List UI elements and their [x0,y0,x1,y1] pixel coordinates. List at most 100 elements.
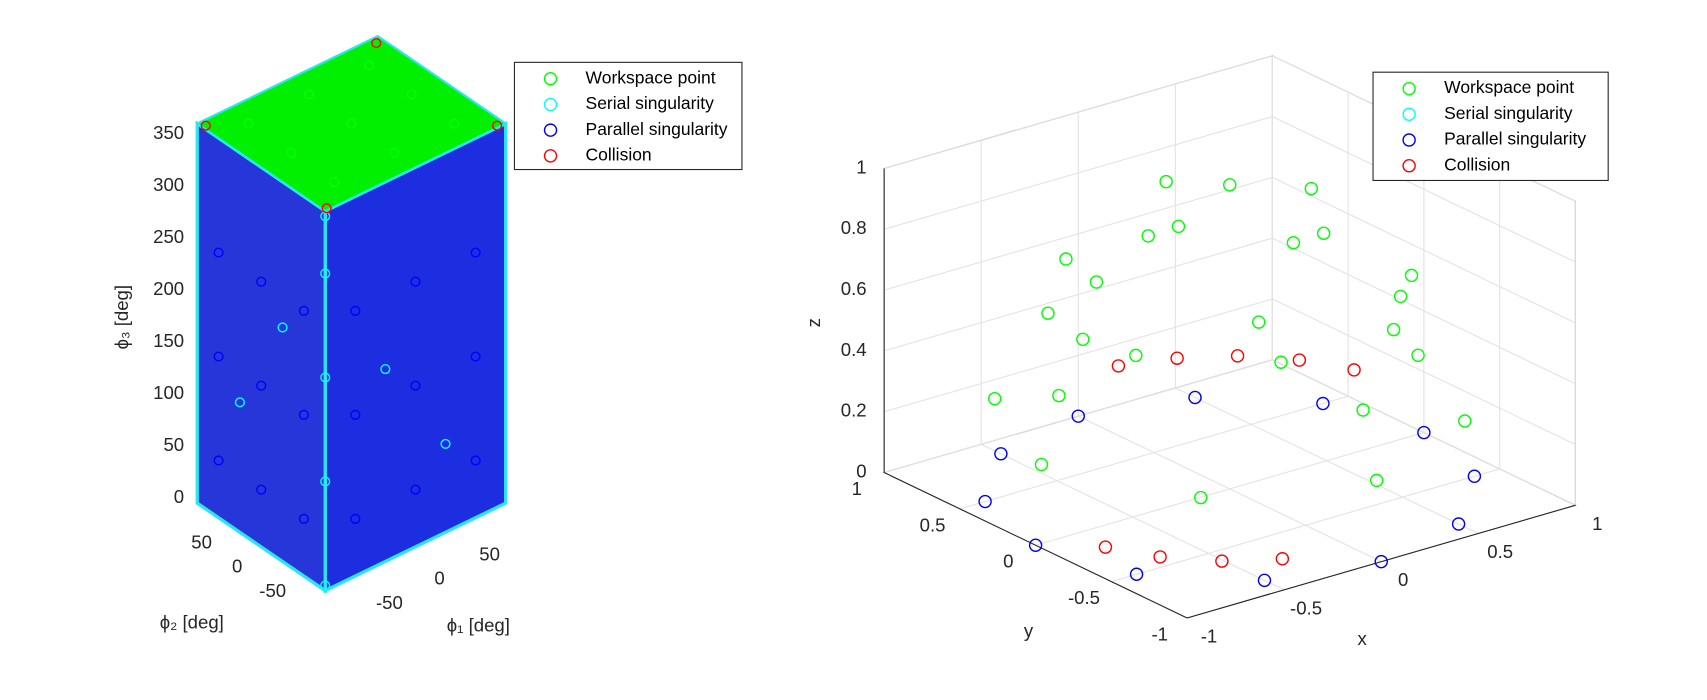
data-point [1451,517,1466,531]
z-tick-label: 0.8 [841,217,867,238]
data-point [1170,351,1184,365]
data-point [1089,275,1104,289]
z-tick-label: 50 [163,434,184,455]
x-tick-label: 0 [1398,569,1408,590]
grid-line [883,116,1273,230]
legend-label: Serial singularity [586,93,715,113]
legend-marker [1402,107,1416,122]
data-point [243,118,254,129]
axis-label: z [803,318,824,327]
data-point [1028,538,1043,552]
data-point [320,580,331,591]
y-tick-label: -0.5 [1068,587,1100,608]
data-point [320,372,331,383]
data-point [1194,490,1208,505]
data-point [1141,229,1155,243]
x-tick-label: 50 [479,543,500,564]
data-point [1098,540,1113,554]
legend-label: Serial singularity [1444,103,1573,123]
data-point [350,305,361,316]
data-point [1215,554,1229,568]
z-tick-label: 0 [856,460,866,481]
data-point [1393,289,1408,304]
data-point [1316,396,1330,411]
y-tick-label: 50 [191,531,212,552]
data-point [1129,567,1144,582]
legend-marker [543,97,558,112]
z-tick-label: 350 [153,122,184,143]
legend-box [513,61,743,171]
x-tick-label: -50 [376,592,403,613]
data-point [1286,236,1301,250]
grid-line [883,237,1273,352]
legend-marker [1402,133,1416,147]
data-point [1111,359,1126,373]
legend-label: Parallel singularity [586,119,728,139]
legend-label: Parallel singularity [1444,129,1586,149]
grid-line [883,359,1273,474]
data-point [449,118,460,129]
data-point [1076,332,1090,347]
legend-label: Collision [1444,154,1510,174]
data-point [1467,469,1482,483]
z-tick-label: 1 [856,156,866,177]
data-point [406,89,417,100]
data-point [213,455,224,466]
data-point [410,484,421,495]
axis-label: ϕ₁ [deg] [447,615,510,636]
data-point [1059,252,1073,266]
z-tick-label: 250 [153,226,184,247]
data-point [320,476,331,487]
data-point [470,247,481,258]
z-tick-label: 0 [174,486,184,507]
data-point [303,89,314,100]
legend-marker [543,123,558,137]
grid-line [1035,432,1425,546]
legend-label: Workspace point [1444,77,1574,97]
data-point [1188,390,1202,405]
x-tick-label: 1 [1592,513,1602,534]
z-tick-label: 0.2 [841,400,867,421]
z-tick-label: 200 [153,278,184,299]
data-point [298,305,309,316]
data-point [1316,226,1331,240]
data-point [256,380,267,391]
grid-line [1272,116,1576,263]
grid-line [883,176,1273,291]
data-point [492,120,503,131]
y-tick-label: 0 [232,556,242,577]
data-point [277,322,288,333]
grid-line [959,395,1349,510]
legend: Workspace point Serial singularity Paralle… [1372,71,1609,182]
y-tick-label: -1 [1151,623,1168,644]
data-point [389,147,400,158]
data-point [1274,355,1288,370]
data-point [256,276,267,287]
data-point [350,409,361,420]
y-tick-label: 0 [1003,551,1013,572]
data-point [363,60,375,71]
y-tick-label: 0.5 [920,514,946,535]
data-point [1356,403,1370,417]
axis-label: y [1024,620,1034,641]
data-point [440,438,451,449]
z-tick-label: 300 [153,174,184,195]
z-tick-label: 0.6 [841,278,867,299]
data-point [410,276,421,287]
legend: Workspace point Serial singularity Paralle… [513,61,743,171]
data-point [1153,550,1167,564]
data-point [987,391,1002,406]
data-point [1369,473,1384,488]
data-point [346,118,357,129]
z-tick-label: 150 [153,330,184,351]
data-point [1041,306,1055,320]
data-point [410,380,421,391]
data-point [1252,315,1266,329]
x-tick-label: 0.5 [1487,541,1513,562]
grid-line [1272,176,1576,324]
data-point [470,455,481,466]
data-point [1292,353,1307,367]
x-tick-label: -0.5 [1290,597,1322,618]
data-point [298,409,309,420]
